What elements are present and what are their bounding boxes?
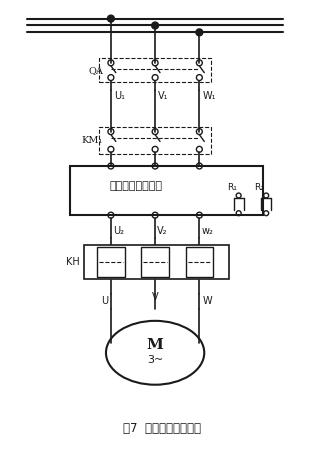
Text: W₁: W₁ xyxy=(202,91,216,101)
Bar xyxy=(97,247,125,277)
Text: W: W xyxy=(202,296,212,306)
Text: KM₁: KM₁ xyxy=(82,136,103,145)
Text: U₁: U₁ xyxy=(114,91,125,101)
Circle shape xyxy=(108,15,114,22)
Text: R₂: R₂ xyxy=(254,183,264,192)
Text: V₁: V₁ xyxy=(158,91,168,101)
Bar xyxy=(70,166,263,215)
Text: 图7  不带旁路的一次图: 图7 不带旁路的一次图 xyxy=(123,422,201,435)
Text: R₁: R₁ xyxy=(227,183,237,192)
Bar xyxy=(99,127,211,154)
Text: QA: QA xyxy=(88,66,103,75)
Bar xyxy=(84,245,229,279)
Text: w₂: w₂ xyxy=(201,226,213,236)
Ellipse shape xyxy=(106,321,204,385)
Text: V: V xyxy=(152,292,158,302)
Bar xyxy=(186,247,213,277)
Circle shape xyxy=(152,22,158,29)
Text: M: M xyxy=(147,338,164,352)
Text: U: U xyxy=(101,296,108,306)
Text: KH: KH xyxy=(66,257,79,267)
Text: 3~: 3~ xyxy=(147,355,163,365)
Text: U₂: U₂ xyxy=(113,226,124,236)
Text: V₂: V₂ xyxy=(157,226,168,236)
Bar xyxy=(99,58,211,82)
Text: 电动机软启动装置: 电动机软启动装置 xyxy=(110,181,163,191)
Bar xyxy=(141,247,169,277)
Circle shape xyxy=(196,29,203,36)
